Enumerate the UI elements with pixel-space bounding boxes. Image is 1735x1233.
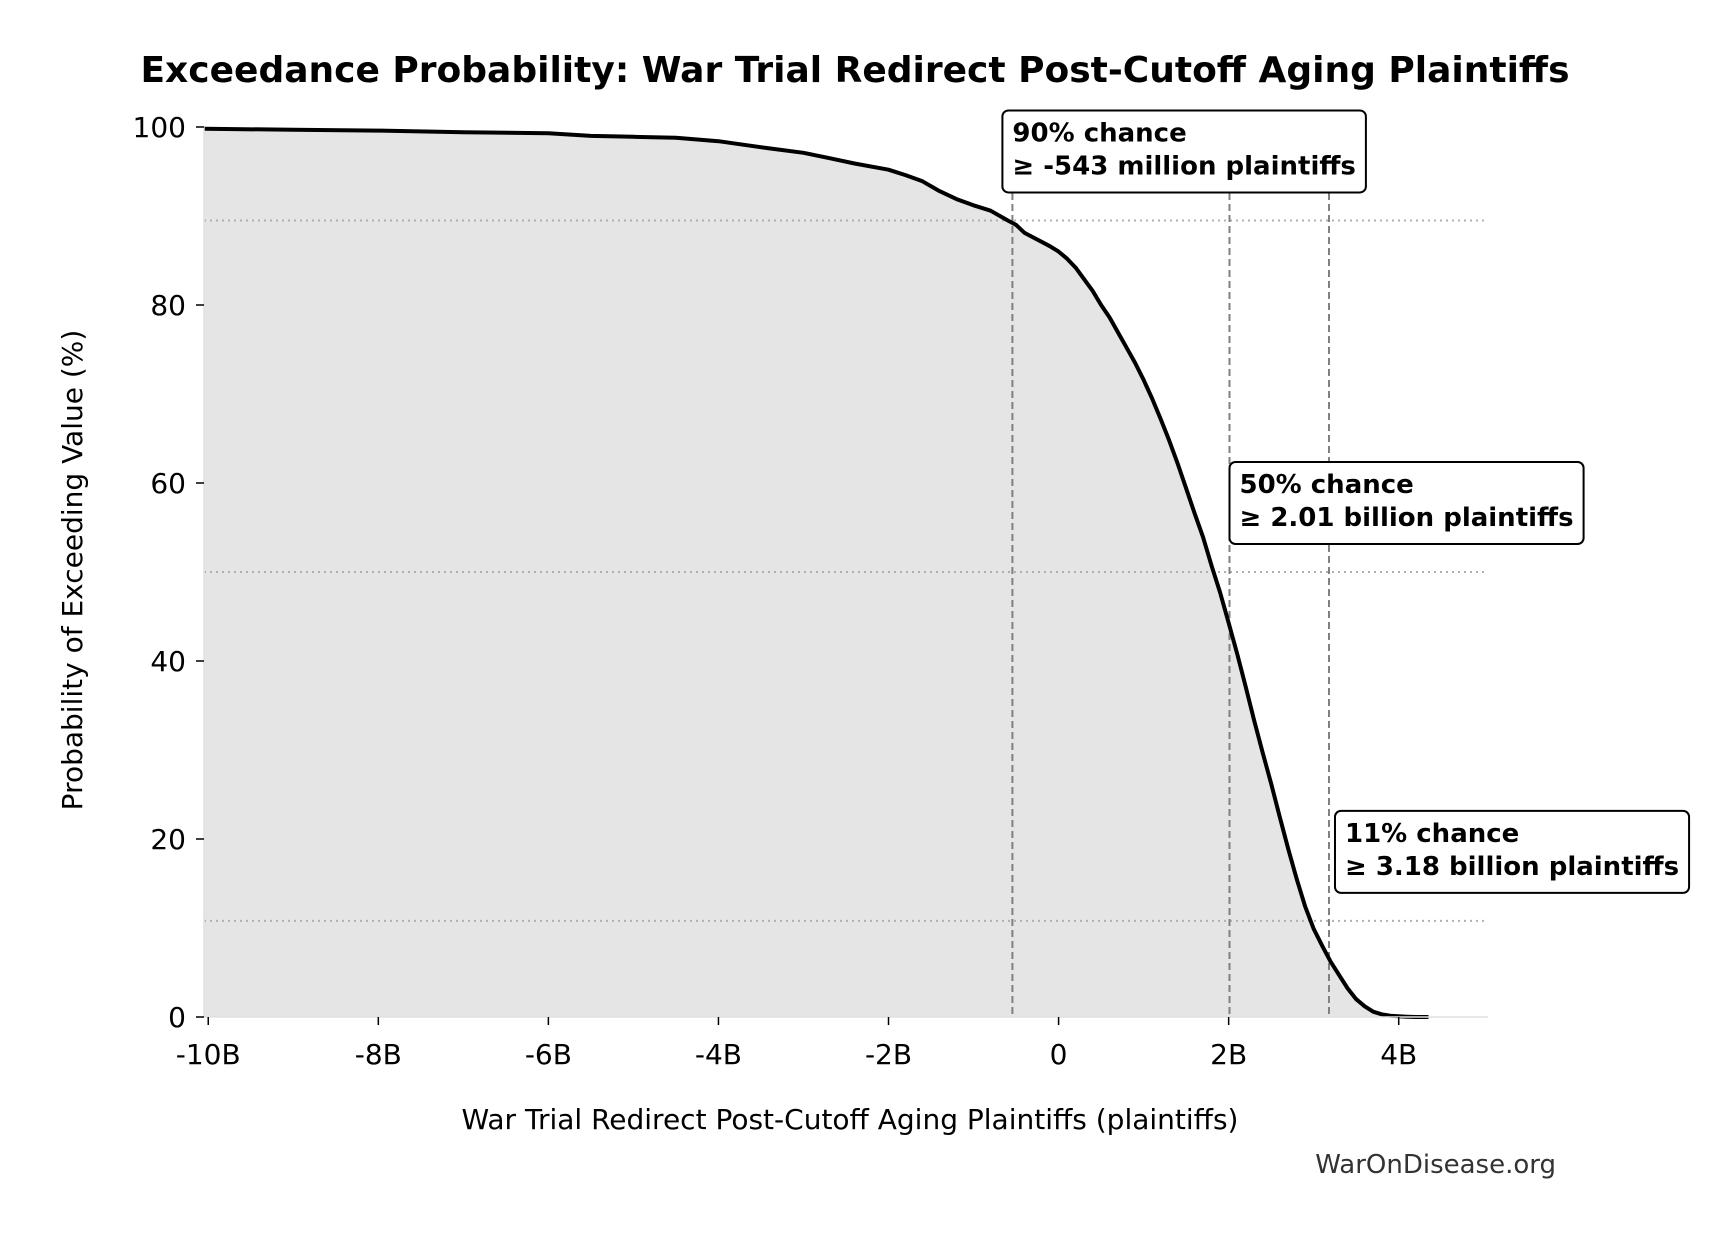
x-tick-label: 2B <box>1210 1038 1247 1071</box>
x-axis-label: War Trial Redirect Post-Cutoff Aging Pla… <box>462 1103 1239 1136</box>
y-tick-label: 60 <box>150 467 186 500</box>
exceedance-curve <box>203 126 1429 1019</box>
y-tick-label: 0 <box>168 1001 186 1034</box>
annotation-line1-0: 90% chance <box>1012 118 1186 148</box>
y-tick-label: 40 <box>150 645 186 678</box>
annotation-box-0 <box>1001 109 1367 194</box>
y-axis-label: Probability of Exceeding Value (%) <box>56 330 89 811</box>
annotation-line2-2: ≥ 3.18 billion plaintiffs <box>1345 852 1679 882</box>
x-tick-label: 4B <box>1380 1038 1417 1071</box>
y-tick-label: 20 <box>150 823 186 856</box>
y-tick-label: 80 <box>150 289 186 322</box>
x-tick-label: -10B <box>176 1038 241 1071</box>
chart-title: Exceedance Probability: War Trial Redire… <box>140 50 1569 91</box>
annotation-box-2 <box>1333 809 1691 894</box>
x-tick-label: -4B <box>695 1038 742 1071</box>
x-tick-label: -8B <box>355 1038 402 1071</box>
annotation-box-1 <box>1228 461 1585 545</box>
x-tick-label: 0 <box>1050 1038 1068 1071</box>
y-tick-label: 100 <box>133 111 186 144</box>
x-tick-label: -2B <box>865 1038 912 1071</box>
plot-area: -10B -8B -6B -4B -2B 0 2B 4B 0 20 40 60 80 100 90% cha… <box>133 109 1691 1071</box>
annotation-line2-1: ≥ 2.01 billion plaintiffs <box>1239 503 1573 533</box>
watermark-text: WarOnDisease.org <box>1315 1150 1556 1180</box>
x-tick-label: -6B <box>525 1038 572 1071</box>
annotation-line1-2: 11% chance <box>1345 819 1519 849</box>
annotation-line1-1: 50% chance <box>1239 470 1413 500</box>
annotation-line2-0: ≥ -543 million plaintiffs <box>1012 151 1355 181</box>
